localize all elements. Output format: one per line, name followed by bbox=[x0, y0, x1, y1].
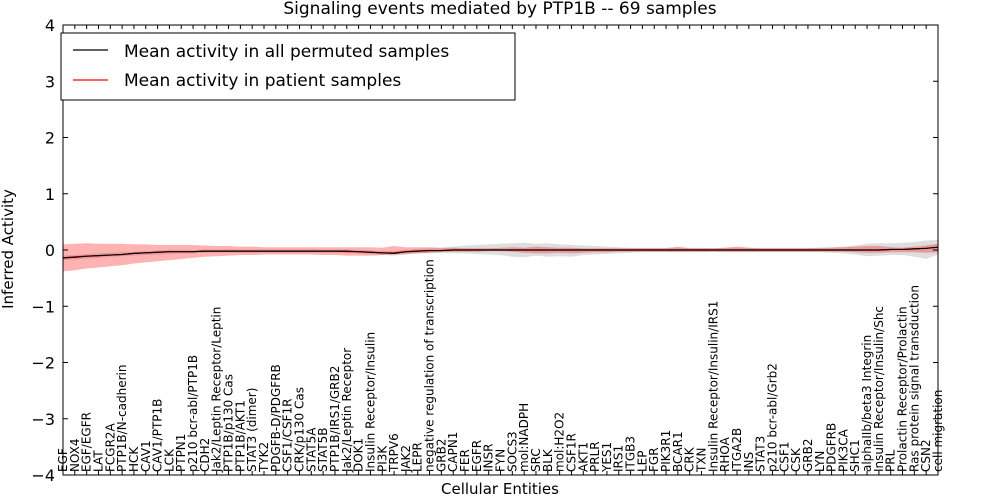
x-tick-label: DOK1 bbox=[352, 438, 366, 472]
x-tick-label: Ras protein signal transduction bbox=[907, 285, 921, 472]
x-axis: EGFNOX4EGF/EGFRLATFCGR2APTP1B/N-cadherin… bbox=[56, 25, 945, 475]
x-tick-label: CSN2 bbox=[919, 439, 933, 472]
x-tick-label: TYK2 bbox=[257, 442, 271, 473]
x-tick-label: CSK bbox=[789, 447, 803, 472]
x-tick-label: INSR bbox=[482, 444, 496, 472]
x-tick-label: CRK bbox=[683, 446, 697, 472]
x-tick-label: CAV1/PTP1B bbox=[151, 399, 165, 472]
x-tick-label: SHC1 bbox=[848, 439, 862, 472]
x-tick-label: p210 bcr-abl/Grb2 bbox=[766, 363, 780, 472]
x-tick-label: CSF1/CSF1R bbox=[281, 399, 295, 472]
x-tick-label: mol:H2O2 bbox=[553, 412, 567, 472]
x-tick-label: STAT3 bbox=[754, 436, 768, 472]
x-tick-label: STAT5A bbox=[304, 427, 318, 472]
x-tick-label: FER bbox=[458, 449, 472, 472]
x-tick-label: PDGFRB bbox=[825, 423, 839, 472]
x-tick-label: mol:NADPH bbox=[517, 403, 531, 472]
y-tick-label: 4 bbox=[45, 16, 55, 35]
x-tick-label: Prolactin Receptor/Prolactin bbox=[896, 306, 910, 472]
y-tick-label: −1 bbox=[31, 297, 55, 316]
x-tick-label: STAT5B bbox=[316, 428, 330, 473]
x-tick-label: TRPV6 bbox=[387, 433, 401, 473]
x-tick-label: PDGFB-D/PDGFRB bbox=[269, 364, 283, 472]
x-tick-label: PTP1B/AKT1 bbox=[233, 400, 247, 472]
x-axis-label: Cellular Entities bbox=[441, 480, 559, 498]
x-tick-label: CSF1 bbox=[777, 441, 791, 472]
x-tick-label: PRL bbox=[884, 449, 898, 472]
legend: Mean activity in all permuted samples Me… bbox=[60, 32, 516, 101]
legend-label-patient: Mean activity in patient samples bbox=[124, 71, 401, 91]
x-tick-label: PTP1B/N-cadherin bbox=[115, 365, 129, 472]
x-tick-label: LAT bbox=[92, 450, 106, 472]
x-tick-label: Insulin Receptor/Insulin/Shc bbox=[872, 306, 886, 472]
x-tick-label: FGR bbox=[647, 447, 661, 472]
x-tick-label: BCAR1 bbox=[671, 431, 685, 472]
x-tick-label: SOCS3 bbox=[505, 431, 519, 472]
x-tick-label: PI3K bbox=[375, 445, 389, 472]
series-lines bbox=[62, 246, 939, 259]
x-tick-label: FCGR2A bbox=[103, 422, 117, 472]
y-tick-label: −2 bbox=[31, 354, 55, 373]
x-tick-label: JAK2 bbox=[399, 445, 413, 473]
x-tick-label: INS bbox=[742, 452, 756, 472]
series-line-permuted bbox=[62, 246, 939, 259]
y-tick-label: −3 bbox=[31, 410, 55, 429]
x-tick-label: CAV1 bbox=[139, 440, 153, 472]
x-tick-label: PTP1B/p130 Cas bbox=[222, 374, 236, 472]
legend-label-permuted: Mean activity in all permuted samples bbox=[124, 42, 449, 62]
chart-title: Signaling events mediated by PTP1B -- 69… bbox=[283, 0, 716, 19]
x-tick-label: CAPN1 bbox=[446, 432, 460, 472]
y-tick-label: 1 bbox=[45, 185, 55, 204]
y-axis-label: Inferred Activity bbox=[0, 189, 17, 309]
x-tick-label: CSF1R bbox=[564, 433, 578, 472]
x-tick-label: PIK3CA bbox=[836, 428, 850, 472]
x-tick-label: GRB2 bbox=[801, 438, 815, 472]
x-tick-label: ITGB3 bbox=[624, 436, 638, 472]
x-tick-label: AKT1 bbox=[576, 442, 590, 472]
x-tick-label: EGF/EGFR bbox=[80, 412, 94, 472]
x-tick-label: NOX4 bbox=[68, 438, 82, 472]
x-tick-label: LCK bbox=[162, 448, 176, 472]
x-tick-label: HCK bbox=[127, 446, 141, 472]
x-tick-label: TXN bbox=[695, 447, 709, 473]
x-tick-label: EGF bbox=[56, 448, 70, 472]
x-tick-label: PIK3R1 bbox=[659, 430, 673, 472]
x-tick-label: BLK bbox=[541, 448, 555, 472]
x-tick-label: YES1 bbox=[600, 442, 614, 473]
x-tick-label: Insulin Receptor/Insulin/IRS1 bbox=[706, 301, 720, 472]
x-tick-label: GRB2 bbox=[434, 438, 448, 472]
x-tick-label: ITGA2B bbox=[730, 428, 744, 472]
x-tick-label: LYN bbox=[813, 451, 827, 472]
x-tick-label: p210 bcr-abl/PTP1B bbox=[186, 355, 200, 472]
x-tick-label: LEPR bbox=[411, 442, 425, 472]
x-tick-label: alphaIIb/beta3 Integrin bbox=[860, 335, 874, 472]
y-axis: −4 −3 −2 −1 0 1 2 3 4 bbox=[31, 16, 938, 485]
x-tick-label: PTP1B/IRS1/GRB2 bbox=[328, 366, 342, 472]
y-tick-label: 3 bbox=[45, 72, 55, 91]
x-tick-label: IRS1 bbox=[612, 445, 626, 472]
confidence-bands bbox=[63, 239, 938, 272]
x-tick-label: cell migration bbox=[931, 390, 945, 472]
x-tick-label: Insulin Receptor/Insulin bbox=[363, 332, 377, 472]
x-tick-label: Jak2/Leptin Receptor bbox=[340, 348, 354, 473]
x-tick-label: SRC bbox=[529, 448, 543, 472]
x-tick-label: negative regulation of transcription bbox=[423, 259, 437, 472]
x-tick-label: RHOA bbox=[718, 436, 732, 472]
legend-box bbox=[60, 32, 516, 101]
x-tick-label: FYN bbox=[494, 449, 508, 472]
x-tick-label: CDH2 bbox=[198, 438, 212, 472]
x-tick-label: CRK/p130 Cas bbox=[293, 387, 307, 472]
y-tick-label: 0 bbox=[45, 241, 55, 260]
x-tick-label: Jak2/Leptin Receptor/Leptin bbox=[210, 307, 224, 473]
x-tick-label: PTPN1 bbox=[174, 434, 188, 472]
x-tick-label: EGFR bbox=[470, 440, 484, 472]
x-tick-label: LEP bbox=[635, 450, 649, 472]
x-tick-label: STAT3 (dimer) bbox=[245, 388, 259, 472]
x-tick-label: PRLR bbox=[588, 441, 602, 472]
y-tick-label: 2 bbox=[45, 129, 55, 148]
y-tick-label: −4 bbox=[31, 466, 55, 485]
